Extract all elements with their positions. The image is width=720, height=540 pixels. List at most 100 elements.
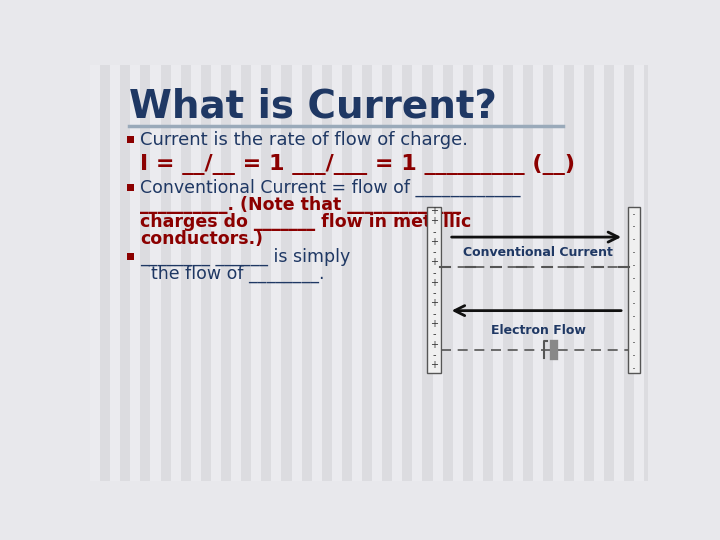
Text: -: - xyxy=(432,309,436,319)
Bar xyxy=(534,65,544,481)
Bar xyxy=(382,65,392,481)
Bar xyxy=(127,137,134,143)
Text: +: + xyxy=(430,217,438,226)
Text: .: . xyxy=(632,294,636,307)
Bar xyxy=(564,65,574,481)
Bar xyxy=(181,65,191,481)
Text: -: - xyxy=(432,268,436,278)
Bar xyxy=(140,65,150,481)
Bar xyxy=(584,65,594,481)
Bar xyxy=(292,65,302,481)
Bar xyxy=(634,65,644,481)
Bar xyxy=(241,65,251,481)
Text: +: + xyxy=(430,258,438,267)
Bar xyxy=(110,65,120,481)
Bar xyxy=(402,65,413,481)
Bar xyxy=(282,65,292,481)
Bar xyxy=(423,65,433,481)
Bar xyxy=(574,65,584,481)
Bar xyxy=(594,65,604,481)
Bar xyxy=(352,65,362,481)
Bar xyxy=(644,65,654,481)
Bar xyxy=(171,65,181,481)
Bar xyxy=(362,65,372,481)
Text: What is Current?: What is Current? xyxy=(129,88,497,126)
Bar xyxy=(554,65,564,481)
Text: +: + xyxy=(430,319,438,329)
Bar xyxy=(513,65,523,481)
Bar xyxy=(413,65,423,481)
Bar xyxy=(221,65,231,481)
Bar xyxy=(443,65,453,481)
Bar xyxy=(614,65,624,481)
Bar xyxy=(127,253,134,260)
Bar xyxy=(332,65,342,481)
Bar xyxy=(473,65,483,481)
Text: .: . xyxy=(632,256,636,269)
Text: .: . xyxy=(632,333,636,346)
Bar xyxy=(271,65,282,481)
Bar xyxy=(261,65,271,481)
Text: .: . xyxy=(632,269,636,282)
Text: -: - xyxy=(432,329,436,339)
Bar xyxy=(523,65,534,481)
Bar xyxy=(302,65,312,481)
Text: Electron Flow: Electron Flow xyxy=(491,323,586,337)
Text: +: + xyxy=(430,237,438,247)
Text: -: - xyxy=(432,227,436,237)
Bar xyxy=(544,65,554,481)
Bar xyxy=(493,65,503,481)
Text: +: + xyxy=(430,206,438,216)
Bar xyxy=(231,65,241,481)
Text: .: . xyxy=(632,346,636,359)
Text: .: . xyxy=(632,230,636,243)
Text: Current is the rate of flow of charge.: Current is the rate of flow of charge. xyxy=(140,131,469,149)
Text: Conventional Current: Conventional Current xyxy=(464,246,613,259)
Text: charges do _______ flow in metallic: charges do _______ flow in metallic xyxy=(140,213,472,231)
Bar xyxy=(483,65,493,481)
Bar xyxy=(463,65,473,481)
Text: -: - xyxy=(432,288,436,298)
Text: .: . xyxy=(632,320,636,333)
Bar xyxy=(628,207,640,373)
Text: -: - xyxy=(432,350,436,360)
Text: __________. (Note that _____________: __________. (Note that _____________ xyxy=(140,196,462,214)
Bar xyxy=(322,65,332,481)
Bar xyxy=(453,65,463,481)
Bar xyxy=(604,65,614,481)
Text: ________ ______ is simply: ________ ______ is simply xyxy=(140,247,351,266)
Bar xyxy=(427,207,441,373)
Bar xyxy=(191,65,201,481)
Bar xyxy=(130,65,140,481)
Bar xyxy=(211,65,221,481)
Text: I = __/__ = 1 ___/___ = 1 _________ (__): I = __/__ = 1 ___/___ = 1 _________ (__) xyxy=(140,154,575,176)
Bar xyxy=(127,184,134,191)
Bar xyxy=(100,65,110,481)
Text: the flow of ________.: the flow of ________. xyxy=(140,265,325,284)
Bar xyxy=(201,65,211,481)
Text: +: + xyxy=(430,340,438,349)
Text: .: . xyxy=(632,281,636,295)
Bar xyxy=(392,65,402,481)
Bar xyxy=(120,65,130,481)
Bar xyxy=(312,65,322,481)
Text: .: . xyxy=(632,307,636,320)
Text: conductors.): conductors.) xyxy=(140,230,264,248)
Bar xyxy=(342,65,352,481)
Bar xyxy=(150,65,161,481)
Text: .: . xyxy=(632,359,636,372)
Bar xyxy=(503,65,513,481)
Bar xyxy=(624,65,634,481)
Text: .: . xyxy=(632,218,636,231)
Text: +: + xyxy=(430,278,438,288)
Text: +: + xyxy=(430,299,438,308)
Bar xyxy=(90,65,100,481)
Bar xyxy=(433,65,443,481)
Text: .: . xyxy=(632,205,636,218)
Text: Conventional Current = flow of ____________: Conventional Current = flow of _________… xyxy=(140,179,521,197)
Bar xyxy=(251,65,261,481)
Bar xyxy=(372,65,382,481)
Text: -: - xyxy=(432,247,436,257)
Text: .: . xyxy=(632,243,636,256)
Bar xyxy=(161,65,171,481)
